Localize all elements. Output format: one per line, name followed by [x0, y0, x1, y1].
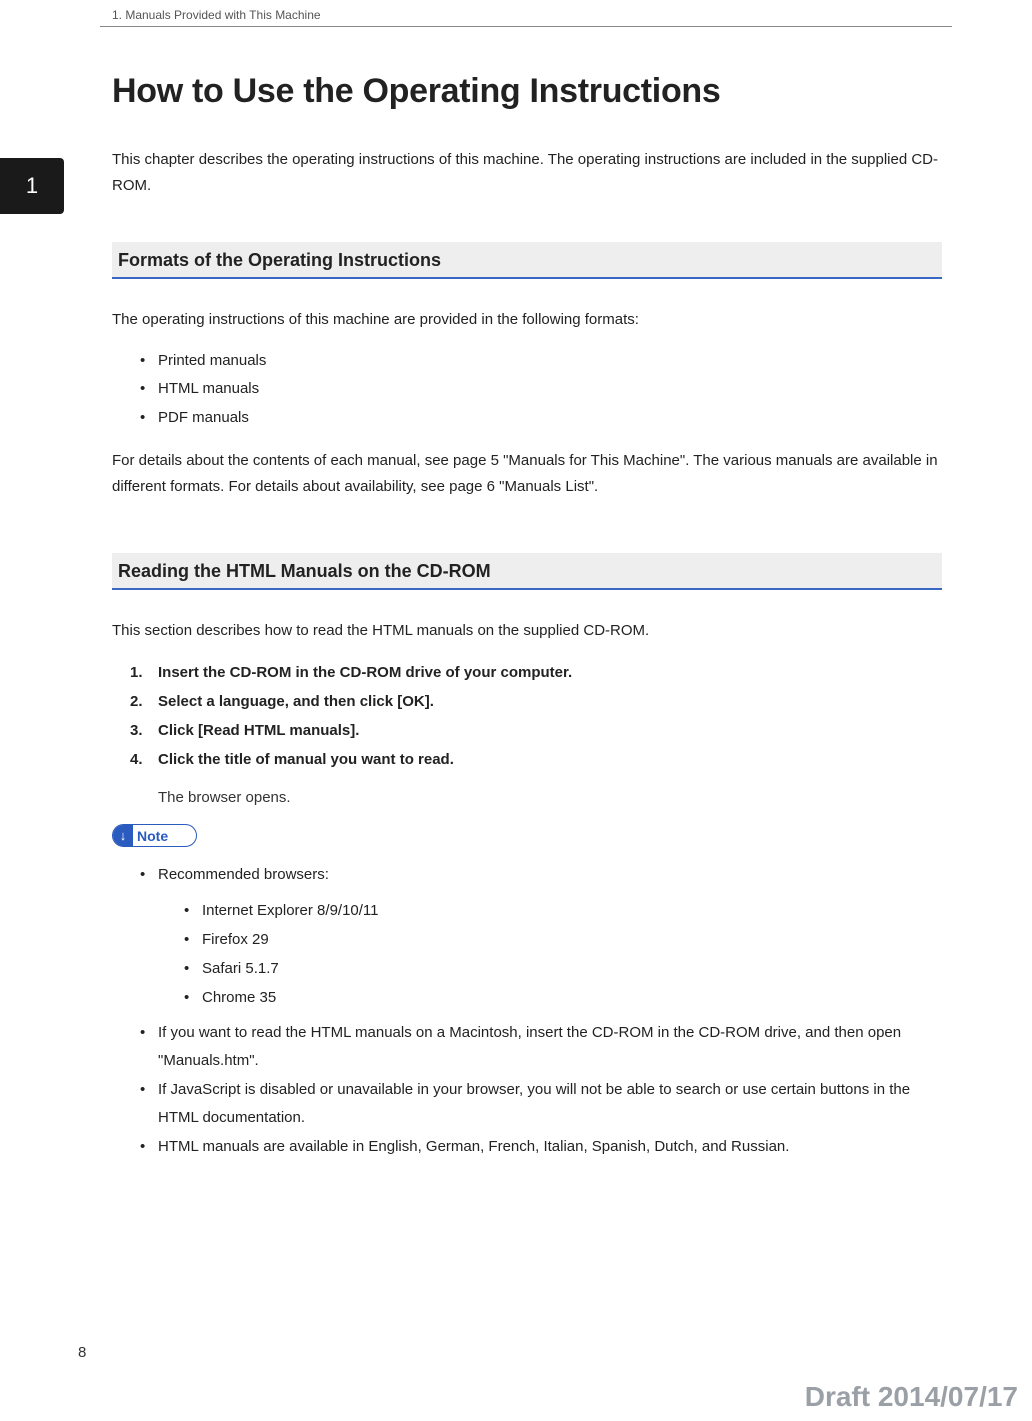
- intro-paragraph: This chapter describes the operating ins…: [112, 147, 942, 198]
- step-item: Click the title of manual you want to re…: [122, 745, 942, 774]
- list-item: Recommended browsers: Internet Explorer …: [140, 861, 942, 1013]
- step-item: Select a language, and then click [OK].: [122, 687, 942, 716]
- list-item: HTML manuals are available in English, G…: [140, 1133, 942, 1162]
- header-rule: [100, 26, 952, 27]
- list-item: Chrome 35: [184, 983, 942, 1012]
- notes-list: Recommended browsers: Internet Explorer …: [112, 861, 942, 1161]
- breadcrumb: 1. Manuals Provided with This Machine: [112, 8, 321, 22]
- list-item: Firefox 29: [184, 925, 942, 954]
- page-title: How to Use the Operating Instructions: [112, 72, 942, 111]
- list-item: HTML manuals: [140, 375, 942, 404]
- step-item: Click [Read HTML manuals].: [122, 716, 942, 745]
- section1-lead: The operating instructions of this machi…: [112, 307, 942, 333]
- browsers-list: Internet Explorer 8/9/10/11 Firefox 29 S…: [158, 896, 942, 1013]
- note-badge: ↓ Note: [112, 824, 197, 847]
- section2-lead: This section describes how to read the H…: [112, 618, 942, 644]
- step-item: Insert the CD-ROM in the CD-ROM drive of…: [122, 658, 942, 687]
- list-item: Internet Explorer 8/9/10/11: [184, 896, 942, 925]
- list-item: PDF manuals: [140, 404, 942, 433]
- recommended-browsers-label: Recommended browsers:: [158, 866, 329, 883]
- note-arrow-icon: ↓: [113, 824, 133, 847]
- step-followup: The browser opens.: [112, 785, 942, 811]
- list-item: Safari 5.1.7: [184, 954, 942, 983]
- section1-tail: For details about the contents of each m…: [112, 448, 942, 499]
- section-heading-reading: Reading the HTML Manuals on the CD-ROM: [112, 553, 942, 590]
- chapter-tab: 1: [0, 158, 64, 214]
- note-label: Note: [133, 828, 168, 844]
- list-item: Printed manuals: [140, 347, 942, 376]
- formats-list: Printed manuals HTML manuals PDF manuals: [112, 347, 942, 433]
- list-item: If JavaScript is disabled or unavailable…: [140, 1076, 942, 1133]
- page-number: 8: [78, 1344, 86, 1361]
- steps-list: Insert the CD-ROM in the CD-ROM drive of…: [112, 658, 942, 775]
- list-item: If you want to read the HTML manuals on …: [140, 1019, 942, 1076]
- section-heading-formats: Formats of the Operating Instructions: [112, 242, 942, 279]
- draft-stamp: Draft 2014/07/17: [805, 1381, 1018, 1413]
- page-content: How to Use the Operating Instructions Th…: [112, 72, 942, 1177]
